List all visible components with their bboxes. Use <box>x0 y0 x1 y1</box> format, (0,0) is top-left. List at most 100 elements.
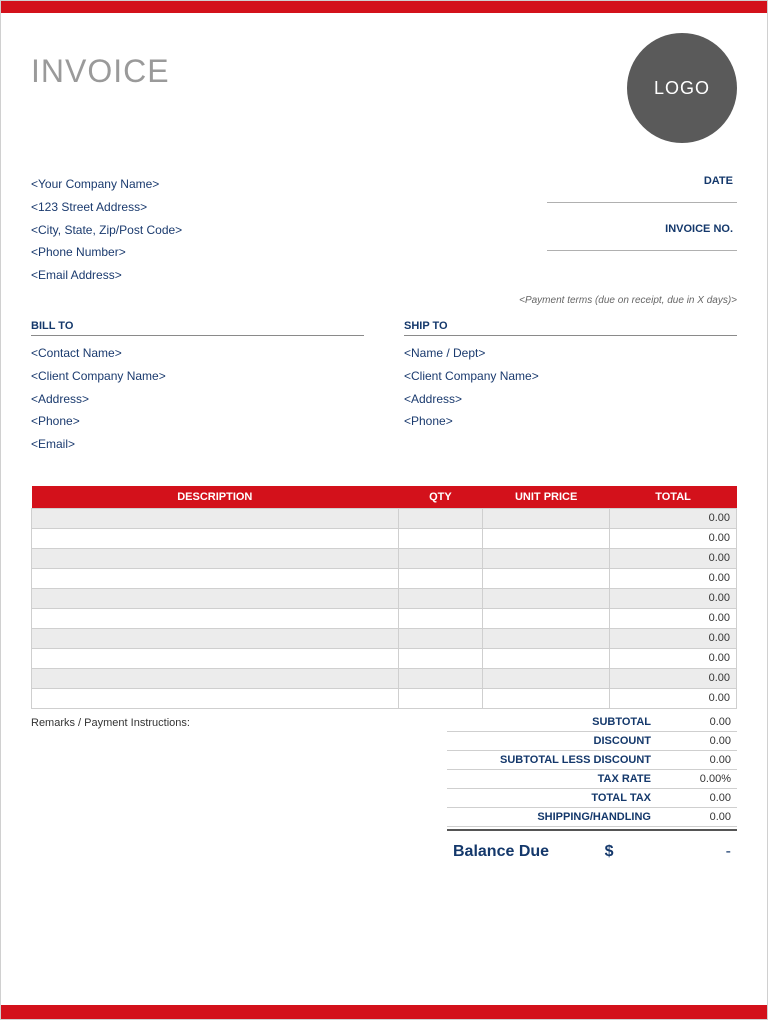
table-cell[interactable] <box>483 528 610 548</box>
total-tax-row: TOTAL TAX 0.00 <box>447 789 737 808</box>
invoice-title: INVOICE <box>31 53 170 90</box>
table-cell[interactable] <box>483 628 610 648</box>
table-cell[interactable] <box>32 608 399 628</box>
table-cell[interactable]: 0.00 <box>610 608 737 628</box>
invoice-no-value-line[interactable] <box>547 237 737 251</box>
ship-to-company: <Client Company Name> <box>404 365 737 388</box>
table-cell[interactable] <box>32 648 399 668</box>
subtotal-less-row: SUBTOTAL LESS DISCOUNT 0.00 <box>447 751 737 770</box>
table-cell[interactable] <box>398 668 483 688</box>
table-row: 0.00 <box>32 688 737 708</box>
table-cell[interactable] <box>483 668 610 688</box>
bill-to-email: <Email> <box>31 433 364 456</box>
table-cell[interactable]: 0.00 <box>610 668 737 688</box>
table-cell[interactable] <box>32 628 399 648</box>
balance-row: Balance Due $ - <box>447 831 737 865</box>
table-row: 0.00 <box>32 608 737 628</box>
table-header-cell: UNIT PRICE <box>483 486 610 509</box>
subtotal-less-value: 0.00 <box>651 754 731 766</box>
address-columns: BILL TO <Contact Name> <Client Company N… <box>31 320 737 456</box>
table-cell[interactable]: 0.00 <box>610 548 737 568</box>
table-cell[interactable] <box>483 568 610 588</box>
invoice-no-field: INVOICE NO. <box>547 221 737 251</box>
header-row: INVOICE LOGO <box>31 33 737 143</box>
table-cell[interactable] <box>483 688 610 708</box>
subtotal-value: 0.00 <box>651 716 731 728</box>
table-cell[interactable] <box>398 568 483 588</box>
totals-block: SUBTOTAL 0.00 DISCOUNT 0.00 SUBTOTAL LES… <box>447 713 737 865</box>
subtotal-label: SUBTOTAL <box>453 716 651 728</box>
date-label: DATE <box>547 173 737 189</box>
company-name: <Your Company Name> <box>31 173 182 196</box>
bill-to-heading: BILL TO <box>31 320 364 336</box>
company-block: <Your Company Name> <123 Street Address>… <box>31 173 182 287</box>
date-value-line[interactable] <box>547 189 737 203</box>
ship-to-column: SHIP TO <Name / Dept> <Client Company Na… <box>404 320 737 456</box>
table-cell[interactable]: 0.00 <box>610 568 737 588</box>
table-header: DESCRIPTIONQTYUNIT PRICETOTAL <box>32 486 737 509</box>
bill-to-column: BILL TO <Contact Name> <Client Company N… <box>31 320 364 456</box>
ship-to-address: <Address> <box>404 388 737 411</box>
shipping-row: SHIPPING/HANDLING 0.00 <box>447 808 737 827</box>
ship-to-phone: <Phone> <box>404 410 737 433</box>
table-cell[interactable] <box>398 548 483 568</box>
table-row: 0.00 <box>32 568 737 588</box>
tax-rate-value: 0.00% <box>651 773 731 785</box>
table-cell[interactable] <box>32 548 399 568</box>
invoice-no-label: INVOICE NO. <box>547 221 737 237</box>
table-cell[interactable] <box>483 608 610 628</box>
table-cell[interactable] <box>32 508 399 528</box>
content-area: INVOICE LOGO <Your Company Name> <123 St… <box>1 13 767 905</box>
table-body: 0.000.000.000.000.000.000.000.000.000.00 <box>32 508 737 708</box>
balance-value: - <box>651 843 731 861</box>
table-cell[interactable] <box>398 508 483 528</box>
payment-terms: <Payment terms (due on receipt, due in X… <box>31 295 737 306</box>
top-accent-bar <box>1 1 767 13</box>
table-row: 0.00 <box>32 648 737 668</box>
company-street: <123 Street Address> <box>31 196 182 219</box>
table-row: 0.00 <box>32 588 737 608</box>
line-items-table: DESCRIPTIONQTYUNIT PRICETOTAL 0.000.000.… <box>31 486 737 709</box>
company-phone: <Phone Number> <box>31 241 182 264</box>
table-cell[interactable] <box>398 528 483 548</box>
table-cell[interactable] <box>483 648 610 668</box>
table-cell[interactable] <box>398 648 483 668</box>
table-cell[interactable] <box>32 668 399 688</box>
total-tax-label: TOTAL TAX <box>453 792 651 804</box>
table-cell[interactable] <box>483 548 610 568</box>
logo-text: LOGO <box>654 78 710 99</box>
balance-currency: $ <box>605 843 614 861</box>
table-header-cell: TOTAL <box>610 486 737 509</box>
table-cell[interactable] <box>483 508 610 528</box>
table-row: 0.00 <box>32 528 737 548</box>
invoice-page: INVOICE LOGO <Your Company Name> <123 St… <box>0 0 768 1020</box>
table-cell[interactable] <box>398 628 483 648</box>
table-cell[interactable] <box>398 588 483 608</box>
table-cell[interactable]: 0.00 <box>610 528 737 548</box>
discount-row: DISCOUNT 0.00 <box>447 732 737 751</box>
remarks-label: Remarks / Payment Instructions: <box>31 713 447 865</box>
balance-label: Balance Due <box>453 843 549 861</box>
below-table: Remarks / Payment Instructions: SUBTOTAL… <box>31 713 737 865</box>
table-cell[interactable] <box>32 588 399 608</box>
company-city: <City, State, Zip/Post Code> <box>31 219 182 242</box>
table-cell[interactable]: 0.00 <box>610 648 737 668</box>
table-cell[interactable] <box>32 528 399 548</box>
table-cell[interactable]: 0.00 <box>610 628 737 648</box>
table-cell[interactable]: 0.00 <box>610 688 737 708</box>
table-cell[interactable] <box>32 568 399 588</box>
date-field: DATE <box>547 173 737 203</box>
table-cell[interactable] <box>398 608 483 628</box>
bill-to-address: <Address> <box>31 388 364 411</box>
table-cell[interactable] <box>398 688 483 708</box>
table-cell[interactable]: 0.00 <box>610 588 737 608</box>
ship-to-name: <Name / Dept> <box>404 342 737 365</box>
table-cell[interactable] <box>483 588 610 608</box>
total-tax-value: 0.00 <box>651 792 731 804</box>
table-cell[interactable]: 0.00 <box>610 508 737 528</box>
table-header-cell: QTY <box>398 486 483 509</box>
table-cell[interactable] <box>32 688 399 708</box>
subtotal-row: SUBTOTAL 0.00 <box>447 713 737 732</box>
table-row: 0.00 <box>32 548 737 568</box>
logo-placeholder: LOGO <box>627 33 737 143</box>
